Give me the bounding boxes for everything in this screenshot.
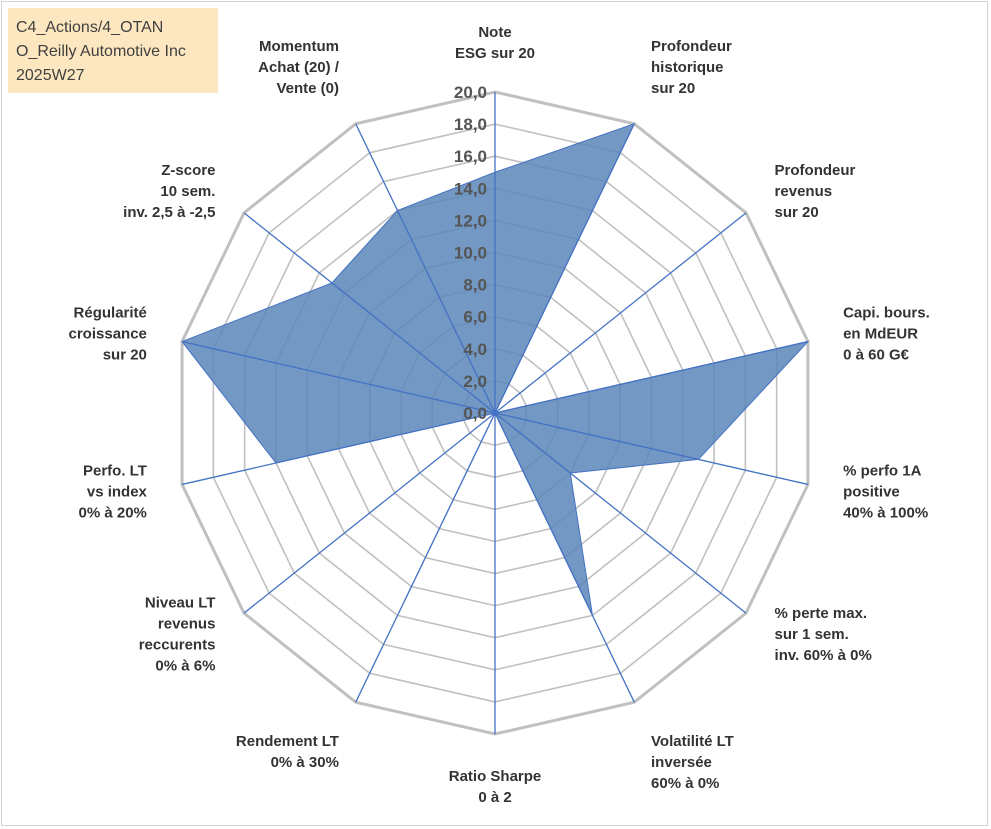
axis-label: Niveau LT revenus reccurents 0% à 6% [139,594,216,674]
tick-label: 8,0 [463,276,487,295]
axis-spoke [243,412,496,614]
radar-spokes [181,92,809,734]
tick-label: 2,0 [463,372,487,391]
axis-label: % perte max. sur 1 sem. inv. 60% à 0% [775,605,872,664]
radar-ticks: 0,0 2,0 4,0 6,0 8,0 10,0 12,0 14,0 16,0 18,0 20,0 [454,83,487,423]
info-week: 2025W27 [16,67,85,84]
axis-label: Note ESG sur 20 [455,24,535,62]
axis-spoke [181,412,496,486]
info-portfolio: C4_Actions/4_OTAN [16,19,164,36]
tick-label: 10,0 [454,244,487,263]
axis-spoke [494,412,635,703]
axis-label: Volatilité LT inversée 60% à 0% [651,733,734,792]
axis-spoke [355,123,496,414]
axis-spoke [494,123,635,414]
axis-label: Perfo. LT vs index 0% à 20% [79,462,148,521]
axis-spoke [181,340,496,414]
axis-spoke [355,412,496,703]
tick-label: 16,0 [454,147,487,166]
tick-label: 20,0 [454,83,487,102]
info-box: C4_Actions/4_OTAN O_Reilly Automotive In… [8,8,218,93]
axis-label: Ratio Sharpe 0 à 2 [449,768,542,806]
axis-label: Profondeur revenus sur 20 [775,162,856,221]
axis-spoke [243,212,496,414]
axis-label: Profondeur historique sur 20 [651,38,732,97]
tick-label: 14,0 [454,179,487,198]
axis-spoke [494,340,809,414]
tick-label: 12,0 [454,211,487,230]
axis-spoke [494,412,747,614]
tick-label: 4,0 [463,340,487,359]
axis-label: Z-score 10 sem. inv. 2,5 à -2,5 [123,162,215,221]
axis-spoke [494,412,809,486]
radar-axis-labels: Note ESG sur 20 Profondeur historique sur 20… [69,24,930,806]
axis-label: Régularité croissance sur 20 [69,305,147,364]
tick-label: 18,0 [454,115,487,134]
tick-label: 0,0 [463,404,487,423]
tick-label: 6,0 [463,308,487,327]
axis-label: Rendement LT 0% à 30% [236,733,339,771]
axis-spoke [494,212,747,414]
axis-label: % perfo 1A positive 40% à 100% [843,462,928,521]
axis-label: Capi. bours. en MdEUR 0 à 60 G€ [843,305,930,364]
info-company: O_Reilly Automotive Inc [16,43,186,60]
axis-label: Momentum Achat (20) / Vente (0) [258,38,340,97]
